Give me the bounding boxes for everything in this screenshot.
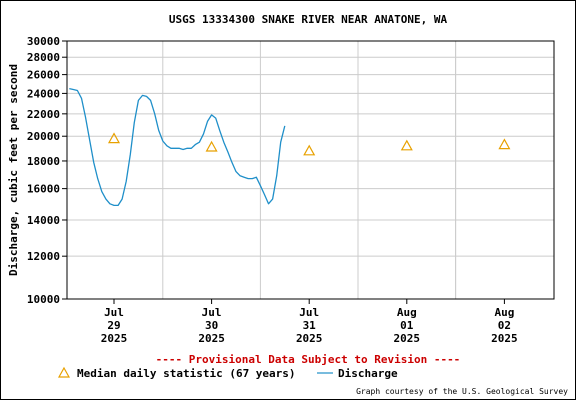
y-tick-label: 28000 <box>27 51 60 64</box>
x-tick-label: 29 <box>107 319 120 332</box>
x-tick-label: Aug <box>397 306 417 319</box>
median-marker <box>400 139 413 151</box>
legend-median-marker <box>57 366 71 378</box>
median-marker <box>303 144 316 156</box>
x-tick-label: 01 <box>400 319 414 332</box>
credit-text: Graph courtesy of the U.S. Geological Su… <box>356 387 568 396</box>
y-tick-label: 24000 <box>27 87 60 100</box>
chart-title: USGS 13334300 SNAKE RIVER NEAR ANATONE, … <box>169 13 448 26</box>
discharge-line <box>69 87 286 207</box>
x-tick-label: Jul <box>299 306 319 319</box>
plot-area-frame <box>66 40 555 300</box>
x-tick-label: Aug <box>494 306 514 319</box>
y-tick-label: 26000 <box>27 69 60 82</box>
median-marker <box>498 138 511 150</box>
median-marker <box>107 132 121 144</box>
y-tick-label: 12000 <box>27 250 60 263</box>
x-tick-label: 2025 <box>296 332 323 345</box>
x-tick-label: 2025 <box>491 332 518 345</box>
x-tick-label: Jul <box>202 306 222 319</box>
legend-median-label: Median daily statistic (67 years) <box>77 367 296 380</box>
y-tick-label: 10000 <box>27 293 60 306</box>
y-tick-label: 22000 <box>27 108 60 121</box>
legend: Median daily statistic (67 years) Discha… <box>57 366 398 380</box>
y-tick-label: 16000 <box>27 183 60 196</box>
y-tick-label: 30000 <box>27 35 60 48</box>
x-tick-label: 02 <box>498 319 511 332</box>
x-tick-label: Jul <box>104 306 124 319</box>
x-tick-label: 31 <box>303 319 317 332</box>
y-tick-label: 18000 <box>27 155 60 168</box>
x-tick-label: 2025 <box>394 332 421 345</box>
y-tick-label: 14000 <box>27 214 60 227</box>
median-marker <box>205 140 218 152</box>
x-tick-label: 2025 <box>198 332 225 345</box>
legend-discharge-label: Discharge <box>338 367 398 380</box>
y-tick-label: 20000 <box>27 130 60 143</box>
x-tick-label: 2025 <box>101 332 128 345</box>
x-tick-label: 30 <box>205 319 218 332</box>
y-axis-label: Discharge, cubic feet per second <box>7 64 20 276</box>
provisional-notice: ---- Provisional Data Subject to Revisio… <box>156 353 461 366</box>
